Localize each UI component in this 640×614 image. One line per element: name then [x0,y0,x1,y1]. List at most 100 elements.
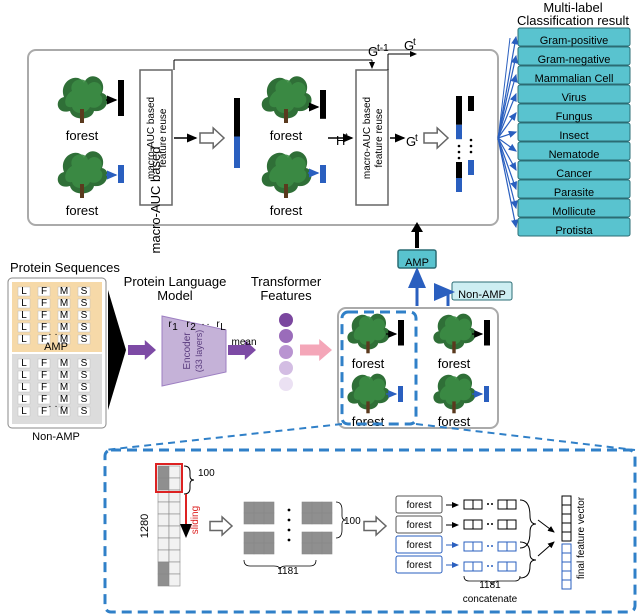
forest-icon [347,374,389,414]
svg-text:Transformer: Transformer [251,274,322,289]
svg-text:Nematode: Nematode [549,149,600,161]
svg-text:H: H [336,133,345,148]
svg-text:L: L [220,322,226,333]
svg-text:Cancer: Cancer [556,168,592,180]
svg-text:forest: forest [352,356,385,371]
svg-text:forest: forest [66,203,99,218]
svg-text:Insect: Insect [559,130,588,142]
svg-text:L: L [21,310,27,321]
svg-text:AMP: AMP [44,341,68,353]
svg-text:S: S [81,286,88,297]
svg-text:Features: Features [260,288,312,303]
svg-text:forest: forest [406,540,431,551]
svg-text:1280: 1280 [139,514,151,538]
forest-icon [58,151,108,198]
feature-bar [118,80,124,116]
svg-text:Protein Language: Protein Language [124,274,227,289]
arrow [364,517,386,535]
svg-text:·: · [201,319,204,330]
svg-text:concatenate: concatenate [463,594,518,605]
svg-text:L: L [21,382,27,393]
svg-text:Virus: Virus [562,92,587,104]
svg-text:AMP: AMP [405,257,429,269]
svg-text:L: L [21,358,27,369]
arrow [128,340,156,360]
svg-text:S: S [81,310,88,321]
svg-text:macro-AUC based: macro-AUC based [362,97,373,179]
forest-icon [262,151,312,198]
svg-text:S: S [81,322,88,333]
svg-text:Non-AMP: Non-AMP [458,289,506,301]
svg-text:macro-AUC based: macro-AUC based [146,97,157,179]
feature-bar [456,125,462,139]
svg-text:F: F [41,394,47,405]
svg-text:F: F [41,370,47,381]
feature-dot [279,345,293,359]
svg-text:M: M [60,286,68,297]
svg-text:F: F [41,298,47,309]
architecture-diagram: Multi-labelClassification resultGram-pos… [0,0,640,614]
svg-text:L: L [21,394,27,405]
svg-text:forest: forest [66,128,99,143]
svg-text:forest: forest [438,356,471,371]
svg-text:L: L [21,370,27,381]
svg-text:F: F [41,322,47,333]
svg-text:sliding: sliding [190,506,201,534]
feature-dot [279,329,293,343]
svg-text:Mammalian Cell: Mammalian Cell [535,73,614,85]
svg-text:forest: forest [406,500,431,511]
svg-text:F: F [41,382,47,393]
feature-bar [234,98,240,137]
merge-triangle [108,290,126,410]
svg-text:F: F [41,358,47,369]
svg-text:feature reuse: feature reuse [374,108,385,167]
arrow [210,517,232,535]
svg-text:Non-AMP: Non-AMP [32,431,80,443]
svg-text:M: M [60,298,68,309]
forest-icon [433,314,475,354]
arrow [424,128,448,148]
svg-text:S: S [81,334,88,345]
svg-text:Encoder: Encoder [182,332,193,370]
svg-text:L: L [21,286,27,297]
svg-text:Gram-negative: Gram-negative [538,54,611,66]
svg-text:100: 100 [344,516,361,527]
svg-text:forest: forest [270,203,303,218]
feature-bar [468,96,474,111]
svg-text:M: M [60,310,68,321]
feature-bar [320,90,326,119]
svg-text:L: L [21,322,27,333]
arrow [200,128,224,148]
forest-icon [347,314,389,354]
svg-text:M: M [60,358,68,369]
forest-icon [262,76,312,123]
svg-text:L: L [21,298,27,309]
svg-text:S: S [81,382,88,393]
feature-bar [484,320,490,346]
feature-dot [279,313,293,327]
svg-text:M: M [60,370,68,381]
feature-dot [279,361,293,375]
svg-text:L: L [21,334,27,345]
svg-text:forest: forest [352,414,385,429]
feature-bar [456,96,462,125]
svg-text:M: M [60,382,68,393]
svg-text:Gram-positive: Gram-positive [540,35,608,47]
feature-bar [398,320,404,346]
svg-text:feature reuse: feature reuse [158,108,169,167]
svg-text:F: F [41,286,47,297]
svg-text:t: t [415,133,418,144]
svg-text:·: · [206,319,209,330]
svg-text:Model: Model [157,288,193,303]
svg-text:S: S [81,406,88,417]
svg-text:S: S [81,298,88,309]
svg-text:S: S [81,358,88,369]
feature-bar [234,137,240,169]
svg-text:Parasite: Parasite [554,187,594,199]
svg-text:Fungus: Fungus [556,111,593,123]
svg-text:t: t [413,37,416,48]
svg-text:Mollicute: Mollicute [552,206,595,218]
svg-text:forest: forest [270,128,303,143]
result-arrow [498,37,516,138]
svg-text:(33 layers): (33 layers) [194,330,204,373]
